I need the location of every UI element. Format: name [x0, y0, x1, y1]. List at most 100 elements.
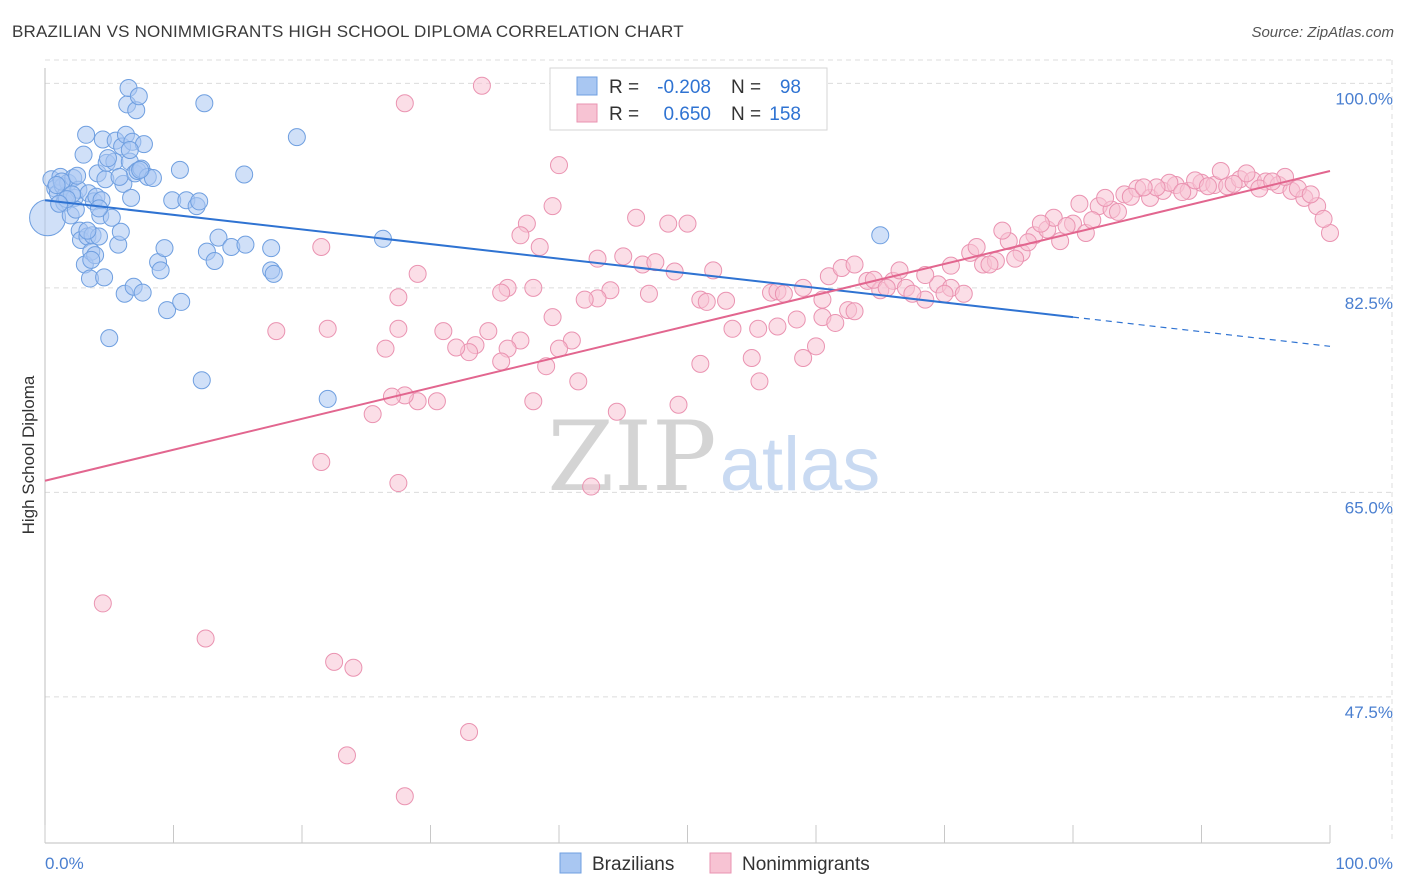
nonimmigrants-point	[389, 288, 408, 307]
brazilians-point	[111, 222, 130, 241]
nonimmigrants-point	[408, 264, 427, 283]
nonimmigrants-point	[1237, 164, 1256, 183]
nonimmigrants-point	[607, 402, 626, 421]
nonimmigrants-point	[954, 284, 973, 303]
y-axis-label: High School Diploma	[19, 375, 38, 534]
nonimmigrants-point	[678, 214, 697, 233]
nonimmigrants-point	[267, 322, 286, 341]
nonimmigrants-point	[723, 319, 742, 338]
brazilians-point	[100, 329, 119, 348]
nonimmigrants-point	[691, 354, 710, 373]
brazilians-point	[95, 268, 114, 287]
nonimmigrants-point	[524, 278, 543, 297]
nonimmigrants-point	[697, 292, 716, 311]
nonimmigrants-trend-line	[44, 170, 1331, 482]
brazilians-point	[236, 235, 255, 254]
nonimmigrants-point	[1108, 202, 1127, 221]
source-label: Source: ZipAtlas.com	[1251, 24, 1394, 41]
brazilians-point	[89, 199, 108, 218]
axes	[44, 68, 1331, 844]
brazilians-point	[155, 239, 174, 258]
brazilians-point	[74, 145, 93, 164]
nonimmigrants-point	[1224, 174, 1243, 193]
brazilians-point	[50, 194, 69, 213]
brazilians-trend-line	[44, 199, 1074, 319]
nonimmigrants-point	[93, 594, 112, 613]
legend-swatch	[559, 852, 582, 874]
legend-label: Nonimmigrants	[742, 854, 870, 875]
nonimmigrants-point	[312, 453, 331, 472]
stats-r-value: -0.208	[657, 77, 711, 98]
nonimmigrants-point	[742, 349, 761, 368]
brazilians-point	[287, 128, 306, 147]
nonimmigrants-point	[511, 226, 530, 245]
nonimmigrants-point	[492, 283, 511, 302]
nonimmigrants-point	[562, 331, 581, 350]
brazilians-point	[78, 221, 97, 240]
nonimmigrants-point	[1096, 188, 1115, 207]
nonimmigrants-point	[1314, 209, 1333, 228]
nonimmigrants-point	[614, 247, 633, 266]
nonimmigrants-point	[530, 237, 549, 256]
brazilians-point	[195, 94, 214, 113]
nonimmigrants-point	[1198, 177, 1217, 196]
brazilians-point	[871, 226, 890, 245]
nonimmigrants-point	[196, 629, 215, 648]
watermark-zip: ZIP	[547, 401, 716, 513]
legend-label: Brazilians	[592, 854, 674, 875]
y-tick-label: 65.0%	[1345, 498, 1393, 517]
brazilians-point	[318, 389, 337, 408]
nonimmigrants-point	[492, 352, 511, 371]
nonimmigrants-point	[1263, 172, 1282, 191]
nonimmigrants-point	[967, 237, 986, 256]
nonimmigrants-point	[1057, 216, 1076, 235]
nonimmigrants-point	[575, 290, 594, 309]
stats-r-label: R =	[609, 77, 639, 98]
nonimmigrants-point	[427, 392, 446, 411]
chart-title: BRAZILIAN VS NONIMMIGRANTS HIGH SCHOOL D…	[12, 22, 684, 41]
stats-box: R = -0.208 N = 98 R = 0.650 N = 158	[549, 67, 828, 131]
nonimmigrants-point	[601, 281, 620, 300]
nonimmigrants-point	[318, 319, 337, 338]
nonimmigrants-point	[511, 331, 530, 350]
legend-swatch	[709, 852, 732, 874]
nonimmigrants-point	[312, 237, 331, 256]
nonimmigrants-point	[877, 278, 896, 297]
nonimmigrants-point	[1301, 185, 1320, 204]
nonimmigrants-point	[344, 658, 363, 677]
nonimmigrants-point	[627, 208, 646, 227]
legend: Brazilians Nonimmigrants	[559, 852, 870, 875]
brazilians-point	[47, 176, 66, 195]
nonimmigrants-point	[993, 221, 1012, 240]
nonimmigrants-point	[980, 255, 999, 274]
x-tick-label: 100.0%	[1335, 854, 1393, 873]
nonimmigrants-point	[941, 256, 960, 275]
brazilians-point	[170, 160, 189, 179]
nonimmigrants-point	[819, 267, 838, 286]
nonimmigrants-point	[1173, 183, 1192, 202]
nonimmigrants-point	[1211, 162, 1230, 181]
stats-r-label: R =	[609, 104, 639, 125]
stats-n-value: 158	[769, 104, 801, 125]
brazilians-point	[151, 261, 170, 280]
nonimmigrants-point	[845, 302, 864, 321]
nonimmigrants-point	[750, 372, 769, 391]
nonimmigrants-point	[704, 261, 723, 280]
brazilians-point	[110, 167, 129, 186]
nonimmigrants-point	[550, 156, 568, 175]
nonimmigrants-point	[376, 339, 395, 358]
nonimmigrants-point	[826, 313, 845, 332]
brazilians-point	[120, 140, 139, 159]
brazilians-point	[262, 239, 281, 258]
tick-labels: 100.0% 82.5% 65.0% 47.5% 0.0% 100.0%	[45, 89, 1393, 873]
brazilians-point	[82, 250, 101, 269]
nonimmigrants-point	[543, 308, 562, 327]
nonimmigrants-point	[659, 214, 678, 233]
nonimmigrants-point	[479, 322, 498, 341]
nonimmigrants-point	[749, 319, 768, 338]
nonimmigrants-point	[569, 372, 588, 391]
nonimmigrants-point	[794, 349, 813, 368]
nonimmigrants-point	[389, 319, 408, 338]
nonimmigrants-point	[472, 76, 491, 95]
stats-swatch	[576, 103, 598, 123]
